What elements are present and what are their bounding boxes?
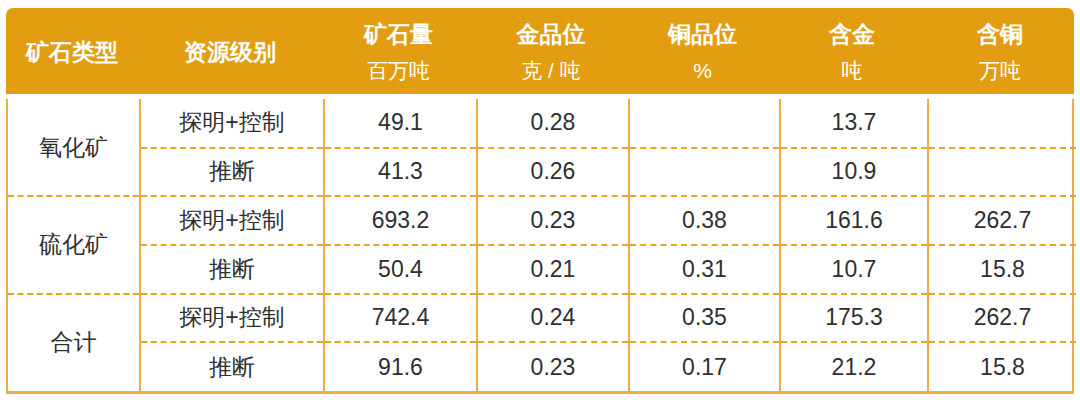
ore-type-cell: 氧化矿: [8, 99, 140, 196]
ore-tonnage-cell: 49.1: [324, 99, 477, 148]
copper-grade-cell: [629, 148, 780, 197]
resource-level-cell: 推断: [140, 148, 324, 197]
gold-content-cell: 10.9: [780, 148, 928, 197]
header-resource-level: 资源级别: [138, 8, 322, 94]
copper-grade-cell: 0.17: [629, 342, 780, 391]
ore-type-cell: 硫化矿: [8, 196, 140, 293]
copper-content-cell: [928, 99, 1076, 148]
gold-grade-cell: 0.23: [477, 196, 629, 245]
copper-content-cell: 15.8: [928, 342, 1076, 391]
gold-grade-cell: 0.26: [477, 148, 629, 197]
table-row: 推断 50.4 0.21 0.31 10.7 15.8: [8, 245, 1076, 294]
ore-tonnage-cell: 41.3: [324, 148, 477, 197]
table-row: 推断 41.3 0.26 10.9: [8, 148, 1076, 197]
header-label: 含铜: [977, 21, 1023, 47]
gold-grade-cell: 0.23: [477, 342, 629, 391]
header-unit: 百万吨: [367, 59, 430, 83]
table-row: 氧化矿 探明+控制 49.1 0.28 13.7: [8, 99, 1076, 148]
header-label: 铜品位: [668, 21, 737, 47]
table-row: 硫化矿 探明+控制 693.2 0.23 0.38 161.6 262.7: [8, 196, 1076, 245]
ore-tonnage-cell: 742.4: [324, 294, 477, 343]
resource-level-cell: 推断: [140, 342, 324, 391]
header-unit: 克 / 吨: [521, 59, 581, 83]
table-header-row: 矿石类型 资源级别 矿石量 百万吨 金品位 克 / 吨 铜品位 % 含金 吨 含…: [6, 8, 1074, 94]
gold-content-cell: 175.3: [780, 294, 928, 343]
table-body: 氧化矿 探明+控制 49.1 0.28 13.7 推断 41.3 0.26 10…: [6, 99, 1074, 394]
header-label: 金品位: [517, 21, 586, 47]
header-ore-type: 矿石类型: [6, 8, 138, 94]
header-label: 矿石类型: [26, 39, 118, 65]
copper-content-cell: 15.8: [928, 245, 1076, 294]
gold-grade-cell: 0.28: [477, 99, 629, 148]
ore-type-cell: 合计: [8, 294, 140, 391]
copper-content-cell: 262.7: [928, 196, 1076, 245]
ore-resource-table: 矿石类型 资源级别 矿石量 百万吨 金品位 克 / 吨 铜品位 % 含金 吨 含…: [0, 0, 1080, 400]
header-unit: %: [693, 59, 712, 83]
gold-content-cell: 13.7: [780, 99, 928, 148]
gold-grade-cell: 0.21: [477, 245, 629, 294]
table-row: 合计 探明+控制 742.4 0.24 0.35 175.3 262.7: [8, 294, 1076, 343]
header-label: 矿石量: [364, 21, 433, 47]
header-unit: 万吨: [979, 59, 1021, 83]
header-label: 含金: [829, 21, 875, 47]
resource-level-cell: 探明+控制: [140, 196, 324, 245]
header-copper-content: 含铜 万吨: [926, 8, 1074, 94]
resource-level-cell: 探明+控制: [140, 99, 324, 148]
header-unit: 吨: [842, 59, 863, 83]
ore-tonnage-cell: 693.2: [324, 196, 477, 245]
ore-tonnage-cell: 91.6: [324, 342, 477, 391]
gold-content-cell: 21.2: [780, 342, 928, 391]
ore-tonnage-cell: 50.4: [324, 245, 477, 294]
copper-grade-cell: 0.38: [629, 196, 780, 245]
header-ore-tonnage: 矿石量 百万吨: [322, 8, 475, 94]
header-gold-grade: 金品位 克 / 吨: [475, 8, 627, 94]
header-gold-content: 含金 吨: [778, 8, 926, 94]
gold-content-cell: 10.7: [780, 245, 928, 294]
gold-content-cell: 161.6: [780, 196, 928, 245]
table-row: 推断 91.6 0.23 0.17 21.2 15.8: [8, 342, 1076, 391]
copper-content-cell: [928, 148, 1076, 197]
copper-content-cell: 262.7: [928, 294, 1076, 343]
resource-level-cell: 探明+控制: [140, 294, 324, 343]
gold-grade-cell: 0.24: [477, 294, 629, 343]
copper-grade-cell: 0.31: [629, 245, 780, 294]
resource-level-cell: 推断: [140, 245, 324, 294]
copper-grade-cell: [629, 99, 780, 148]
copper-grade-cell: 0.35: [629, 294, 780, 343]
header-copper-grade: 铜品位 %: [627, 8, 778, 94]
header-label: 资源级别: [184, 39, 276, 65]
data-table: 氧化矿 探明+控制 49.1 0.28 13.7 推断 41.3 0.26 10…: [8, 99, 1076, 391]
